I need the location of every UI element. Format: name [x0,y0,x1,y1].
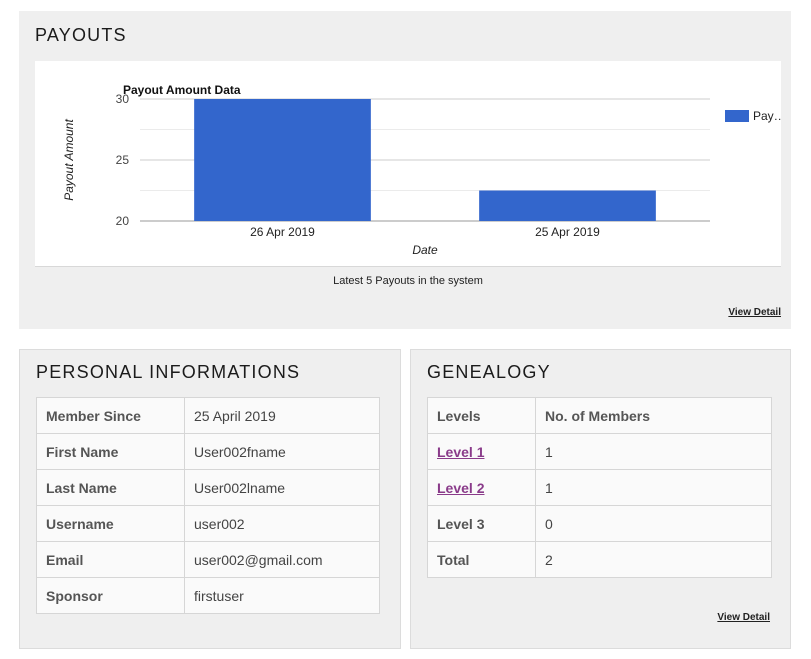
table-row: Level 1 1 [427,433,772,470]
payouts-view-detail-link[interactable]: View Detail [728,307,781,318]
total-count: 2 [535,541,772,578]
genealogy-table: Levels No. of Members Level 1 1 Level 2 … [427,397,772,578]
chart-caption: Latest 5 Payouts in the system [333,275,483,287]
level-3-count: 0 [535,505,772,542]
member-since-value: 25 April 2019 [184,397,380,434]
table-header-row: Levels No. of Members [427,397,772,434]
table-row: Member Since 25 April 2019 [36,397,380,434]
legend-label: Pay… [753,109,781,123]
bar [479,190,656,221]
x-tick-label: 25 Apr 2019 [535,225,600,239]
x-axis-label: Date [412,243,438,257]
level-1-count: 1 [535,433,772,470]
last-name-value: User002lname [184,469,380,506]
email-value: user002@gmail.com [184,541,380,578]
levels-header: Levels [427,397,536,434]
table-row: Email user002@gmail.com [36,541,380,578]
table-row: Total 2 [427,541,772,578]
level-cell: Level 1 [427,433,536,470]
x-tick-label: 26 Apr 2019 [250,225,315,239]
payouts-title: PAYOUTS [35,25,127,45]
level-cell: Level 2 [427,469,536,506]
genealogy-title: GENEALOGY [427,362,551,382]
table-row: Username user002 [36,505,380,542]
sponsor-value: firstuser [184,577,380,614]
username-label: Username [36,505,185,542]
table-row: Level 3 0 [427,505,772,542]
payout-chart: 30 25 20 26 Apr 2019 25 Apr 2019 Payout Amoun… [35,61,781,267]
email-label: Email [36,541,185,578]
table-row: Level 2 1 [427,469,772,506]
payout-chart-svg: 30 25 20 26 Apr 2019 25 Apr 2019 Payout Amoun… [62,83,781,257]
table-row: Sponsor firstuser [36,577,380,614]
bar [194,99,371,221]
personal-info-panel: PERSONAL INFORMATIONS Member Since 25 Ap… [19,349,401,649]
sponsor-label: Sponsor [36,577,185,614]
y-tick-label: 30 [116,92,130,106]
y-tick-label: 25 [116,153,130,167]
genealogy-view-detail-link[interactable]: View Detail [717,612,770,623]
level-1-link[interactable]: Level 1 [437,443,485,460]
genealogy-panel: GENEALOGY Levels No. of Members Level 1 … [410,349,791,649]
member-since-label: Member Since [36,397,185,434]
username-value: user002 [184,505,380,542]
level-3-label: Level 3 [427,505,536,542]
legend-swatch [725,110,749,122]
y-tick-label: 20 [116,214,130,228]
table-row: Last Name User002lname [36,469,380,506]
members-header: No. of Members [535,397,772,434]
level-2-link[interactable]: Level 2 [437,479,485,496]
chart-title: Payout Amount Data [123,83,241,97]
personal-info-table: Member Since 25 April 2019 First Name Us… [36,397,380,614]
personal-info-title: PERSONAL INFORMATIONS [36,362,301,382]
first-name-value: User002fname [184,433,380,470]
y-axis-label: Payout Amount [62,119,76,201]
payouts-panel: PAYOUTS 30 25 20 26 Apr 2019 25 Apr 2019 Payo… [19,11,791,329]
first-name-label: First Name [36,433,185,470]
total-label: Total [427,541,536,578]
level-2-count: 1 [535,469,772,506]
table-row: First Name User002fname [36,433,380,470]
last-name-label: Last Name [36,469,185,506]
